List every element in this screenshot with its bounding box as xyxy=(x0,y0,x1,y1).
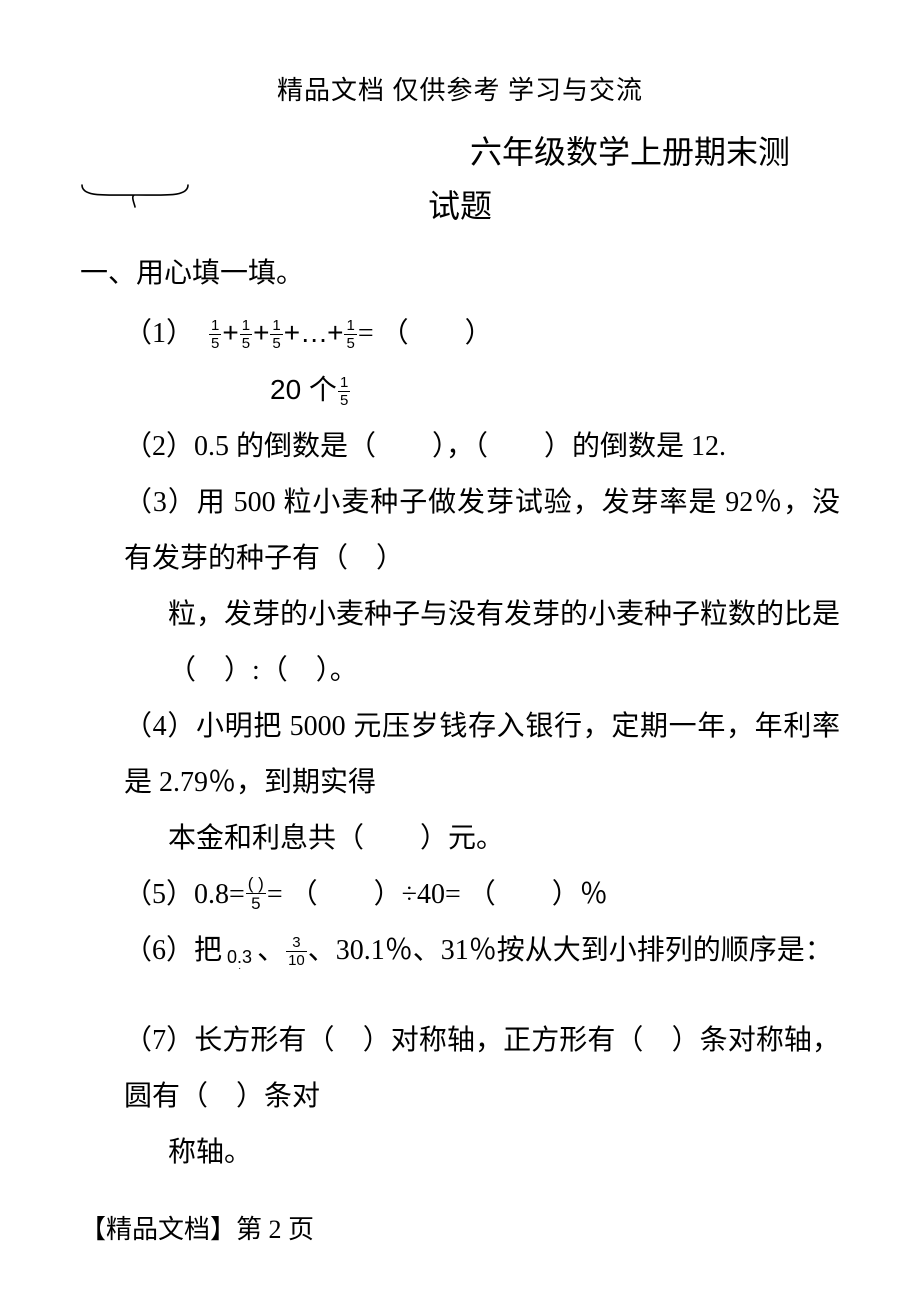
frac-den: 5 xyxy=(240,335,252,351)
frac-num: 3 xyxy=(286,935,307,952)
frac-den: 10 xyxy=(286,952,307,968)
frac-den: 5 xyxy=(270,335,282,351)
question-6-line2 xyxy=(80,985,840,1013)
plus-icon: + xyxy=(253,317,269,348)
page-footer: 【精品文档】第 2 页 xyxy=(80,1209,840,1246)
plus-icon: + xyxy=(222,317,238,348)
q1-sub-text: 20 个 xyxy=(270,374,337,405)
fraction-icon: 3 10 xyxy=(286,935,307,968)
fraction-icon: 1 5 xyxy=(344,318,356,351)
plus-icon: + xyxy=(327,317,343,348)
q1-blank: = （ ） xyxy=(358,318,493,349)
dot-icon: · xyxy=(238,941,241,997)
frac-num: 1 xyxy=(209,318,221,335)
q6-pre: （6）把 xyxy=(124,935,222,966)
fraction-icon: ( ) 5 xyxy=(246,875,266,912)
fraction-icon: 1 5 xyxy=(209,318,221,351)
fraction-icon: 1 5 xyxy=(240,318,252,351)
frac-den: 5 xyxy=(209,335,221,351)
question-4-line1: （4）小明把 5000 元压岁钱存入银行，定期一年，年利率是 2.79％，到期实… xyxy=(80,699,840,811)
page: 精品文档 仅供参考 学习与交流 六年级数学上册期末测 试题 一、用心填一填。 （… xyxy=(0,0,920,1302)
question-2: （2）0.5 的倒数是（ ），（ ）的倒数是 12. xyxy=(80,419,840,475)
ellipsis-icon: … xyxy=(300,317,327,348)
q5-rest: = （ ）÷40= （ ）％ xyxy=(267,879,608,910)
frac-den: 5 xyxy=(246,894,266,912)
q1-number: （1） xyxy=(124,318,194,349)
question-1-sub: 20 个 1 5 xyxy=(80,362,840,419)
title-line-2: 试题 xyxy=(80,181,840,227)
frac-num: 1 xyxy=(270,318,282,335)
doc-header: 精品文档 仅供参考 学习与交流 xyxy=(80,70,840,107)
sep: 、 xyxy=(257,935,285,966)
frac-num: 1 xyxy=(240,318,252,335)
frac-num: 1 xyxy=(344,318,356,335)
q5-pre: （5）0.8= xyxy=(124,879,245,910)
question-7-line2: 称轴。 xyxy=(80,1125,840,1181)
title-block: 六年级数学上册期末测 试题 xyxy=(80,127,840,227)
question-3-line2: 粒，发芽的小麦种子与没有发芽的小麦种子粒数的比是（ ）:（ ）。 xyxy=(80,587,840,699)
question-5: （5）0.8= ( ) 5 = （ ）÷40= （ ）％ xyxy=(80,867,840,923)
frac-num: ( ) xyxy=(246,875,266,894)
plus-icon: + xyxy=(284,317,300,348)
frac-num: 1 xyxy=(338,375,350,392)
question-3-line1: （3）用 500 粒小麦种子做发芽试验，发芽率是 92％，没有发芽的种子有（ ） xyxy=(80,475,840,587)
question-7-line1: （7）长方形有（ ）对称轴，正方形有（ ）条对称轴，圆有（ ）条对 xyxy=(80,1013,840,1125)
recurring-decimal: 0.3· xyxy=(222,947,257,967)
frac-den: 5 xyxy=(344,335,356,351)
fraction-icon: 1 5 xyxy=(270,318,282,351)
fraction-icon: 1 5 xyxy=(338,375,350,408)
question-4-line2: 本金和利息共（ ）元。 xyxy=(80,811,840,867)
title-line-1: 六年级数学上册期末测 xyxy=(80,127,840,173)
q6-rest: 、30.1％、31％按从大到小排列的顺序是： xyxy=(308,935,833,966)
q3-cont: 粒，发芽的小麦种子与没有发芽的小麦种子粒数的比是（ ）:（ ）。 xyxy=(80,587,840,699)
question-6-line1: （6）把 0.3· 、 3 10 、30.1％、31％按从大到小排列的顺序是： xyxy=(80,923,840,985)
section-1-heading: 一、用心填一填。 xyxy=(80,251,840,291)
question-1: （1） 1 5 + 1 5 + 1 5 +…+ 1 5 = （ ） xyxy=(80,305,840,362)
frac-den: 5 xyxy=(338,392,350,408)
brace-icon xyxy=(80,183,190,209)
